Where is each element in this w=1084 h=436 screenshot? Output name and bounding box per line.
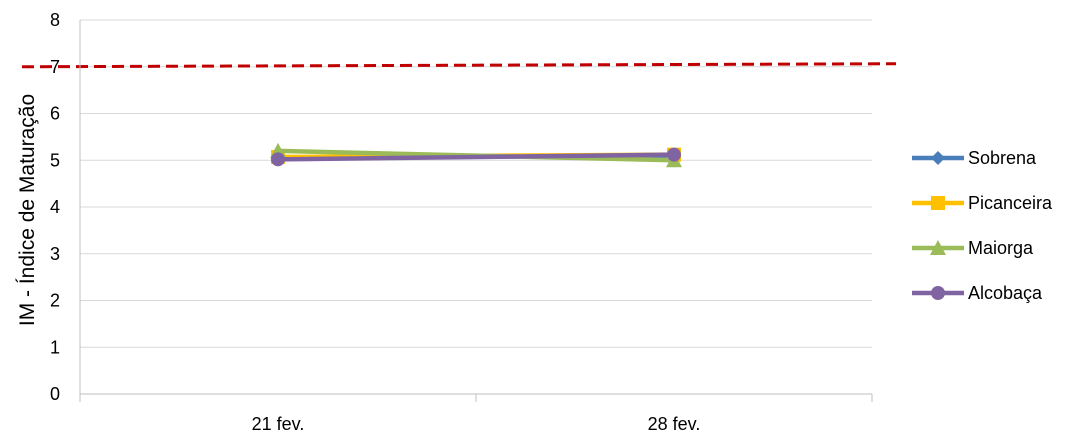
reference-line-group	[21, 62, 897, 69]
y-tick-label: 6	[50, 104, 60, 124]
legend-item: Maiorga	[912, 238, 1034, 258]
series-group	[270, 142, 682, 168]
y-tick-label: 0	[50, 384, 60, 404]
x-tick-label: 21 fev.	[252, 414, 305, 434]
legend-label: Sobrena	[968, 148, 1037, 168]
legend-label: Maiorga	[968, 238, 1034, 258]
y-tick-label: 5	[50, 150, 60, 170]
y-tick-label: 7	[50, 57, 60, 77]
y-tick-labels: 0 1 2 3 4 5 6 7 8	[50, 10, 60, 404]
legend-marker	[931, 286, 945, 300]
reference-line	[21, 62, 897, 69]
legend-item: Sobrena	[912, 148, 1037, 168]
legend-marker	[930, 240, 946, 255]
legend-item: Alcobaça	[912, 283, 1043, 303]
data-point	[667, 147, 681, 162]
legend-label: Picanceira	[968, 193, 1053, 213]
y-tick-label: 2	[50, 291, 60, 311]
y-tick-label: 8	[50, 10, 60, 30]
x-tick-labels: 21 fev. 28 fev.	[252, 414, 701, 434]
legend-marker	[931, 196, 945, 210]
y-tick-label: 3	[50, 244, 60, 264]
legend-item: Picanceira	[912, 193, 1053, 213]
series-alcoba-a	[271, 147, 681, 167]
legend: Sobrena Picanceira Maiorga Alcobaça	[912, 148, 1053, 303]
gridlines	[80, 19, 872, 348]
x-tick-label: 28 fev.	[648, 414, 701, 434]
legend-marker	[931, 151, 945, 165]
legend-label: Alcobaça	[968, 283, 1043, 303]
data-point	[271, 152, 285, 167]
series-line	[277, 152, 675, 162]
y-tick-label: 1	[50, 337, 60, 357]
y-tick-label: 4	[50, 197, 60, 217]
y-axis-title: IM - Índice de Maturação	[16, 94, 39, 326]
axes	[79, 20, 873, 402]
